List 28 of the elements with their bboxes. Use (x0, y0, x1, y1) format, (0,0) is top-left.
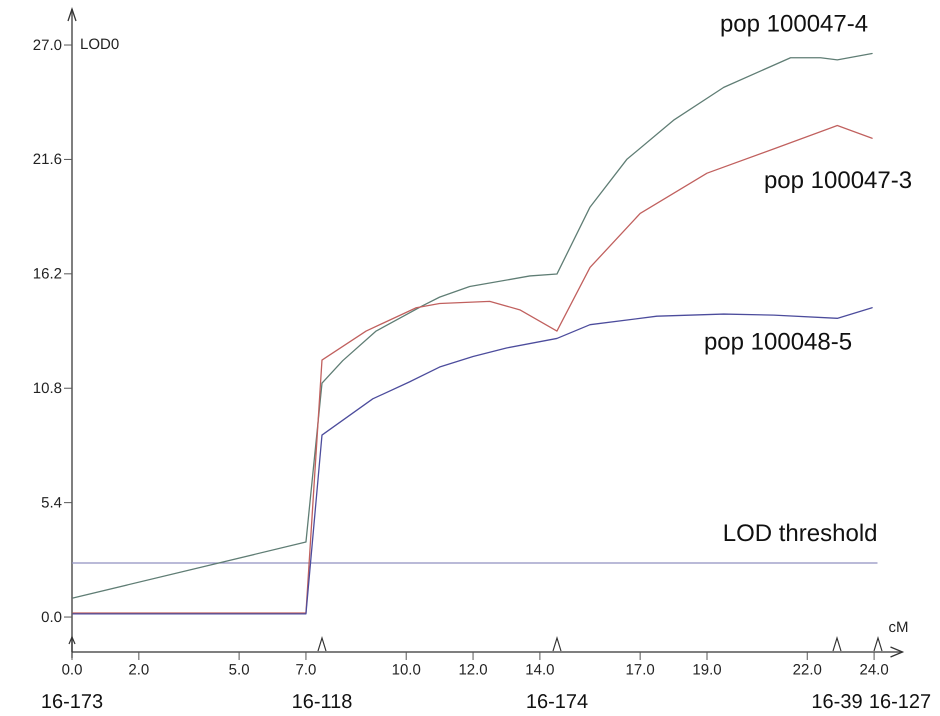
x-tick-label: 14.0 (525, 662, 554, 679)
text: 16-39 (811, 691, 863, 713)
x-tick-label: 5.0 (228, 662, 250, 679)
x-tick-label: 24.0 (859, 662, 889, 679)
x-tick-label: 22.0 (792, 662, 822, 679)
ref-line-label: LOD threshold (722, 520, 878, 548)
series-label: pop 100047-4 (720, 10, 868, 38)
text: 16-174 (526, 691, 588, 713)
y-tick-label: 0.0 (41, 608, 62, 626)
x-tick-label: 17.0 (626, 662, 655, 679)
series-label: pop 100047-3 (764, 167, 912, 194)
x-tick-label: 2.0 (128, 662, 150, 679)
x-tick-label: 10.0 (392, 662, 421, 679)
text: 16-118 (292, 691, 352, 713)
y-tick-label: 21.6 (32, 151, 62, 168)
y-tick-label: 5.4 (41, 494, 62, 512)
x-axis-title: cM (888, 619, 908, 636)
y-tick-label: 16.2 (32, 266, 62, 283)
y-axis-title: LOD0 (80, 36, 120, 53)
x-tick-label: 7.0 (296, 662, 316, 679)
y-tick-label: 27.0 (32, 36, 62, 54)
x-tick-label: 19.0 (692, 662, 722, 679)
x-tick-label: 12.0 (458, 662, 488, 679)
series-label: pop 100048-5 (704, 328, 852, 356)
y-tick-label: 10.8 (32, 380, 62, 398)
text: 16-173 (40, 691, 104, 713)
x-tick-label: 0.0 (62, 662, 82, 679)
text: 16-127 (868, 691, 932, 713)
